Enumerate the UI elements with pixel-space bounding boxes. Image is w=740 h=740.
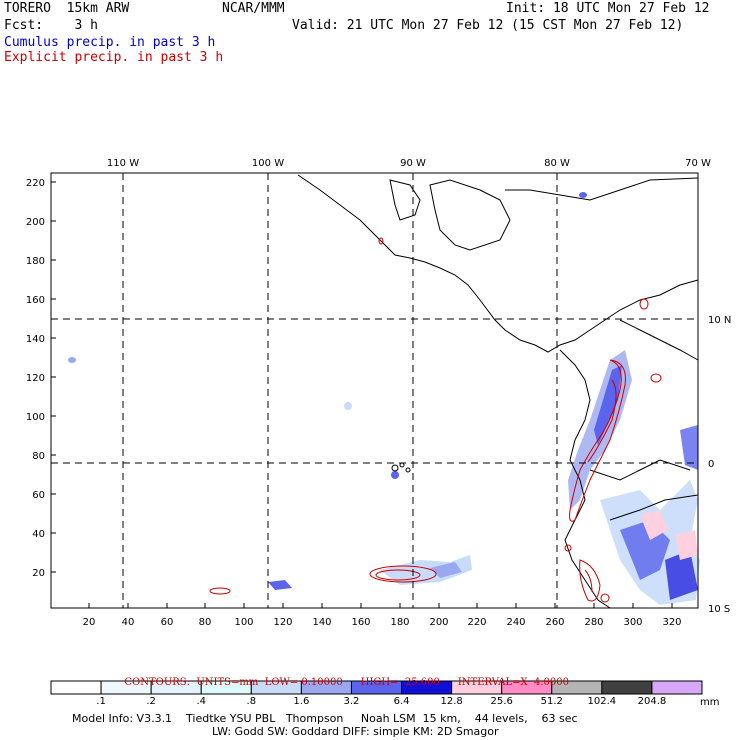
x-tick-label: 240 <box>506 617 525 628</box>
x-tick-label: 220 <box>467 617 486 628</box>
y-tick-label: 220 <box>26 178 45 189</box>
colorbar-swatch <box>50 680 102 695</box>
colorbar-label: 1.6 <box>293 696 310 707</box>
explicit-precip-contours <box>209 237 662 603</box>
y-tick-label: 20 <box>32 568 45 579</box>
field-label-cumulus: Cumulus precip. in past 3 h <box>4 35 216 50</box>
lon-label: 110 W <box>107 158 139 169</box>
map-frame <box>50 172 699 609</box>
colorbar-label: .1 <box>96 696 106 707</box>
lon-label: 80 W <box>544 158 570 169</box>
right-latitude-labels: 10 N 0 10 S <box>708 315 731 615</box>
colorbar-label: 204.8 <box>637 696 667 707</box>
valid-time: Valid: 21 UTC Mon 27 Feb 12 (15 CST Mon … <box>292 18 684 33</box>
model-title: TORERO 15km ARW <box>4 1 130 16</box>
colorbar-label: 25.6 <box>490 696 513 707</box>
contour-interval: INTERVAL=X 4.0000 <box>457 677 569 688</box>
colorbar-label: 6.4 <box>393 696 410 707</box>
colorbar-swatch <box>651 680 703 695</box>
y-tick-label: 40 <box>32 529 45 540</box>
y-tick-label: 60 <box>32 490 45 501</box>
y-ticks <box>51 181 56 573</box>
y-tick-label: 180 <box>26 256 45 267</box>
lat-label: 0 <box>708 459 714 470</box>
colorbar-label: .8 <box>246 696 257 707</box>
model-info: Model Info: V3.3.1 Tiedtke YSU PBL Thomp… <box>72 712 578 725</box>
lon-label: 90 W <box>400 158 426 169</box>
forecast-hour: Fcst: 3 h <box>4 18 98 33</box>
y-tick-label: 80 <box>32 451 45 462</box>
colorbar-label: 51.2 <box>540 696 563 707</box>
x-tick-label: 60 <box>161 617 174 628</box>
physics-info: LW: Godd SW: Goddard DIFF: simple KM: 2D… <box>212 725 499 738</box>
x-tick-label: 300 <box>623 617 642 628</box>
lon-label: 70 W <box>685 158 711 169</box>
x-tick-label: 200 <box>429 617 448 628</box>
colorbar-unit: mm <box>700 697 719 708</box>
x-tick-label: 140 <box>312 617 331 628</box>
colorbar <box>50 680 703 695</box>
top-longitude-labels: 110 W 100 W 90 W 80 W 70 W <box>107 158 711 169</box>
colorbar-label: .4 <box>196 696 206 707</box>
x-tick-label: 100 <box>234 617 253 628</box>
init-time: Init: 18 UTC Mon 27 Feb 12 <box>506 1 710 16</box>
x-tick-label: 160 <box>351 617 370 628</box>
y-tick-label: 100 <box>26 412 45 423</box>
contour-units-low: CONTOURS: UNITS=mm LOW= 0.10000 <box>124 677 343 688</box>
contour-high: HIGH= 25.600 <box>360 677 440 688</box>
colorbar-swatch <box>601 680 653 695</box>
x-ticks <box>88 603 673 608</box>
x-tick-label: 80 <box>199 617 212 628</box>
x-tick-label: 120 <box>273 617 292 628</box>
y-tick-label: 160 <box>26 295 45 306</box>
field-label-explicit: Explicit precip. in past 3 h <box>4 50 224 65</box>
contour-info: CONTOURS: UNITS=mm LOW= 0.10000 HIGH= 25.… <box>118 666 587 688</box>
y-tick-label: 200 <box>26 217 45 228</box>
y-tick-label: 120 <box>26 373 45 384</box>
coastline <box>297 174 699 609</box>
map-gridlines <box>51 173 698 608</box>
y-index-labels: 20 40 60 80 100 120 140 160 180 200 220 <box>26 178 45 579</box>
colorbar-label: .2 <box>146 696 156 707</box>
lon-label: 100 W <box>252 158 284 169</box>
y-tick-label: 140 <box>26 334 45 345</box>
colorbar-label: 12.8 <box>440 696 463 707</box>
cumulus-precip-shading <box>68 192 700 605</box>
x-tick-label: 20 <box>83 617 96 628</box>
colorbar-label: 3.2 <box>343 696 360 707</box>
x-tick-label: 320 <box>662 617 681 628</box>
colorbar-label: 102.4 <box>587 696 617 707</box>
lat-label: 10 N <box>708 315 731 326</box>
x-tick-label: 260 <box>545 617 564 628</box>
x-tick-label: 40 <box>122 617 135 628</box>
x-index-labels: 20 40 60 80 100 120 140 160 180 200 220 … <box>83 617 682 628</box>
x-tick-label: 280 <box>584 617 603 628</box>
x-tick-label: 180 <box>390 617 409 628</box>
org-label: NCAR/MMM <box>222 1 285 16</box>
lat-label: 10 S <box>708 604 730 615</box>
